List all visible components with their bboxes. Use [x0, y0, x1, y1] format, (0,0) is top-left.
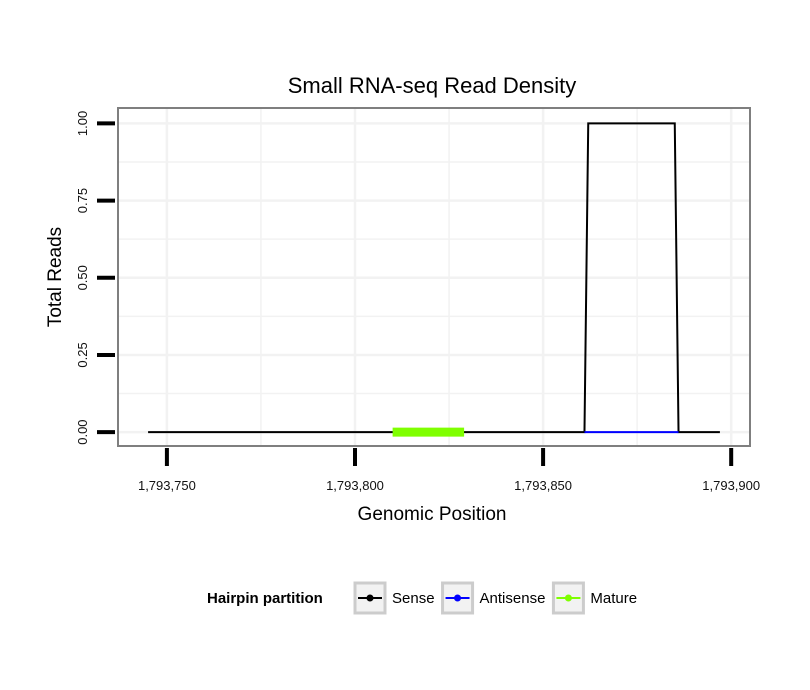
series-line-sense [148, 122, 720, 434]
x-tick-label: 1,793,800 [326, 478, 384, 493]
legend-swatch-dot [366, 594, 374, 602]
legend-swatch [551, 581, 585, 615]
y-axis: 0.00 0.25 0.50 0.75 1.00 [75, 111, 115, 445]
legend-label-antisense: Antisense [480, 590, 546, 607]
y-tick-label: 0.50 [75, 265, 90, 290]
x-tick-label: 1,793,750 [138, 478, 196, 493]
grid [118, 108, 750, 446]
x-axis: 1,793,750 1,793,800 1,793,850 1,793,900 [138, 448, 760, 493]
legend-title: Hairpin partition [207, 590, 323, 607]
x-tick-label: 1,793,900 [702, 478, 760, 493]
chart-title: Small RNA-seq Read Density [288, 73, 577, 98]
y-tick-label: 0.00 [75, 419, 90, 444]
y-tick-label: 0.75 [75, 188, 90, 213]
legend-swatch-dot [564, 594, 572, 602]
legend-key-mature [551, 581, 585, 615]
x-axis-title: Genomic Position [358, 504, 507, 525]
legend-label-sense: Sense [392, 590, 435, 607]
series-layer [148, 122, 720, 437]
x-tick-label: 1,793,850 [514, 478, 572, 493]
legend-label-mature: Mature [590, 590, 637, 607]
legend-key-antisense [441, 581, 475, 615]
y-tick-label: 0.25 [75, 342, 90, 367]
legend: Hairpin partition Sense Antisense Mature [207, 581, 637, 615]
y-tick-label: 1.00 [75, 111, 90, 136]
legend-key-sense [353, 581, 387, 615]
y-axis-title: Total Reads [45, 227, 66, 327]
plot-panel [117, 107, 751, 447]
legend-swatch-dot [454, 594, 462, 602]
